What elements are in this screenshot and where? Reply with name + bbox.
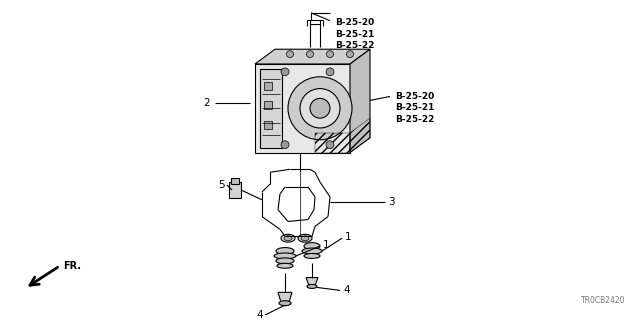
Ellipse shape	[274, 253, 296, 259]
Circle shape	[326, 51, 333, 58]
Polygon shape	[350, 49, 370, 153]
Circle shape	[288, 77, 352, 140]
Bar	[260, 69, 282, 148]
Ellipse shape	[276, 258, 294, 264]
Ellipse shape	[302, 248, 322, 254]
Bar	[264, 101, 272, 109]
Ellipse shape	[279, 301, 291, 306]
Text: 4: 4	[343, 285, 349, 295]
Text: 2: 2	[204, 98, 210, 108]
Circle shape	[310, 99, 330, 118]
Text: 4: 4	[257, 310, 263, 320]
Ellipse shape	[307, 284, 317, 288]
Circle shape	[326, 141, 334, 149]
Bar	[255, 64, 350, 153]
Circle shape	[281, 141, 289, 149]
Text: B-25-22: B-25-22	[395, 115, 435, 124]
Text: B-25-20: B-25-20	[395, 92, 435, 100]
Ellipse shape	[298, 234, 312, 242]
Text: B-25-22: B-25-22	[335, 41, 374, 50]
Text: B-25-20: B-25-20	[335, 18, 374, 27]
Circle shape	[287, 51, 294, 58]
Bar	[264, 82, 272, 90]
Polygon shape	[306, 277, 318, 285]
Text: 5: 5	[218, 180, 225, 190]
Ellipse shape	[301, 236, 309, 241]
Text: 3: 3	[388, 197, 395, 207]
Text: B-25-21: B-25-21	[335, 29, 374, 38]
Ellipse shape	[284, 236, 292, 241]
Ellipse shape	[281, 234, 295, 242]
Bar	[229, 182, 241, 198]
Circle shape	[300, 89, 340, 128]
Ellipse shape	[276, 248, 294, 254]
Circle shape	[346, 51, 353, 58]
Bar	[231, 178, 239, 184]
Text: B-25-21: B-25-21	[395, 103, 435, 112]
Text: TR0CB2420: TR0CB2420	[580, 296, 625, 305]
Bar	[315, 133, 350, 153]
Ellipse shape	[304, 243, 320, 250]
Text: 1: 1	[323, 240, 330, 250]
Text: 1: 1	[345, 232, 351, 242]
Ellipse shape	[304, 253, 320, 258]
Polygon shape	[255, 49, 370, 64]
Circle shape	[281, 68, 289, 76]
Circle shape	[326, 68, 334, 76]
Polygon shape	[278, 292, 292, 302]
Circle shape	[307, 51, 314, 58]
Text: FR.: FR.	[63, 261, 81, 271]
Ellipse shape	[277, 263, 293, 268]
Bar	[264, 121, 272, 129]
